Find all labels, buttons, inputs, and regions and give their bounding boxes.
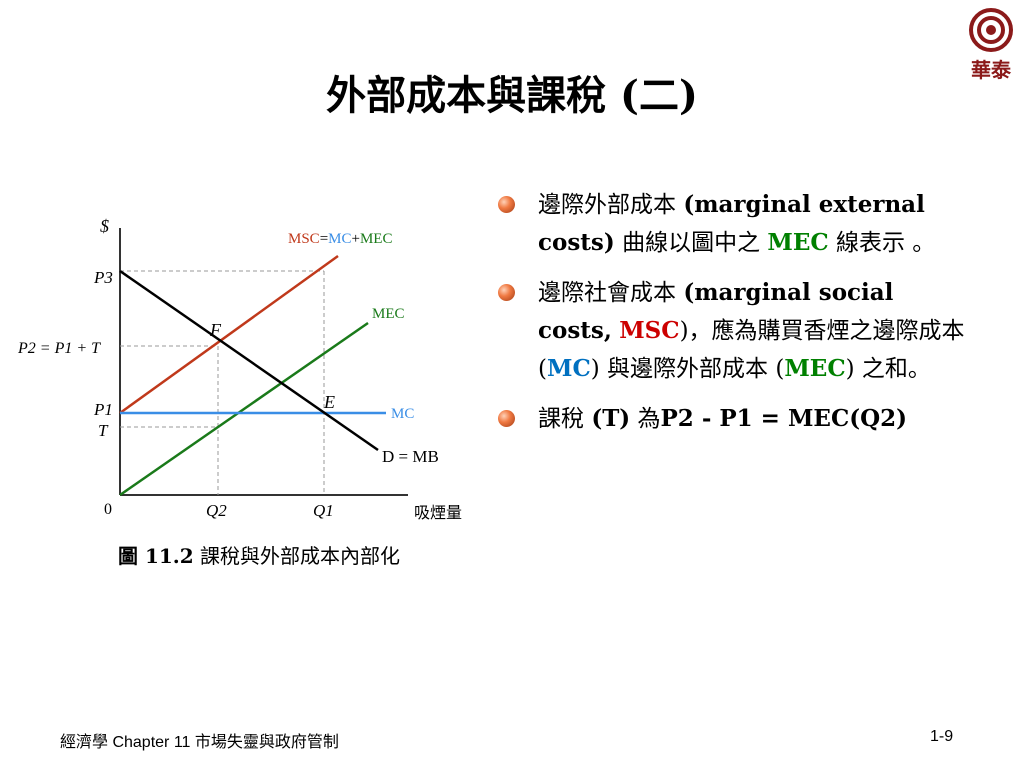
b2-mc: MC — [546, 355, 591, 382]
b2-term-zh: 邊際社會成本 — [538, 280, 676, 306]
msc-label-mc: MC — [328, 231, 351, 247]
footer-text: 經濟學 Chapter 11 市場失靈與政府管制 — [60, 734, 339, 751]
bullet-item-2: 邊際社會成本 (marginal social costs, MSC)，應為購買… — [498, 274, 968, 388]
b1-term-en: (marginal external costs) — [538, 191, 925, 256]
bullet-item-3: 課稅 (T) 為P2 - P1 = MEC(Q2) — [498, 400, 968, 438]
b3-text: 為 — [637, 406, 661, 432]
q1-label: Q1 — [313, 501, 334, 520]
demand-curve — [119, 269, 379, 452]
p3-label: P3 — [93, 268, 113, 287]
q2-label: Q2 — [206, 501, 227, 520]
demand-curve-label: D = MB — [382, 447, 439, 466]
b3-t: (T) — [591, 405, 631, 432]
bullet-item-1: 邊際外部成本 (marginal external costs) 曲線以圖中之 … — [498, 186, 968, 262]
point-f-label: F — [209, 320, 222, 340]
bullet-icon — [498, 410, 515, 427]
caption-number: 圖 11.2 — [118, 544, 194, 568]
p2-label: P2 = P1 + T — [17, 340, 101, 357]
origin-label: 0 — [104, 501, 112, 518]
b2-text: )，應為購買香煙之邊際成本 ( — [538, 318, 965, 382]
mc-curve-label: MC — [391, 406, 414, 422]
msc-label-msc: MSC — [288, 231, 320, 247]
b1-text-end: 線表示 。 — [835, 230, 936, 256]
b2-msc: MSC — [619, 317, 680, 344]
b2-text-end: ) 之和。 — [845, 356, 931, 382]
msc-label-eq: = — [320, 231, 328, 247]
msc-label: MSC=MC+MEC — [288, 231, 392, 247]
b3-formula: P2 - P1 = MEC(Q2) — [660, 405, 908, 432]
page-number: 1-9 — [930, 728, 954, 745]
msc-label-plus: + — [352, 231, 360, 247]
figure-caption: 圖 11.2 課稅與外部成本內部化 — [118, 540, 400, 569]
logo-text: 華泰 — [971, 58, 1011, 82]
logo-swirl-icon — [969, 8, 1013, 52]
guide-lines — [120, 270, 325, 495]
b1-mec: MEC — [767, 229, 829, 256]
t-label: T — [98, 421, 109, 440]
caption-text: 課稅與外部成本內部化 — [200, 544, 401, 568]
b2-text-2: ) 與邊際外部成本 ( — [590, 356, 785, 382]
mec-curve-label: MEC — [372, 306, 405, 322]
x-axis-label: 吸煙量 — [414, 504, 462, 522]
b1-text: 曲線以圖中之 — [622, 230, 761, 256]
externality-diagram: $ 吸煙量 0 P3 P2 = P1 + T P1 T Q2 Q1 F E MS… — [17, 216, 462, 522]
company-logo: 華泰 — [962, 6, 1020, 82]
bullet-icon — [498, 284, 515, 301]
bullet-icon — [498, 196, 515, 213]
b3-term: 課稅 — [538, 406, 584, 432]
msc-label-mec: MEC — [360, 231, 393, 247]
b2-mec: MEC — [784, 355, 846, 382]
mec-curve — [119, 321, 369, 497]
b2-term-en: (marginal social costs, — [538, 279, 894, 344]
point-e-label: E — [323, 392, 335, 412]
bullet-list: 邊際外部成本 (marginal external costs) 曲線以圖中之 … — [498, 186, 968, 450]
y-axis-label: $ — [100, 216, 109, 236]
b1-term-zh: 邊際外部成本 — [538, 192, 676, 218]
p1-label: P1 — [93, 400, 113, 419]
slide-title: 外部成本與課稅 (二) — [326, 72, 698, 119]
msc-curve — [119, 254, 339, 415]
